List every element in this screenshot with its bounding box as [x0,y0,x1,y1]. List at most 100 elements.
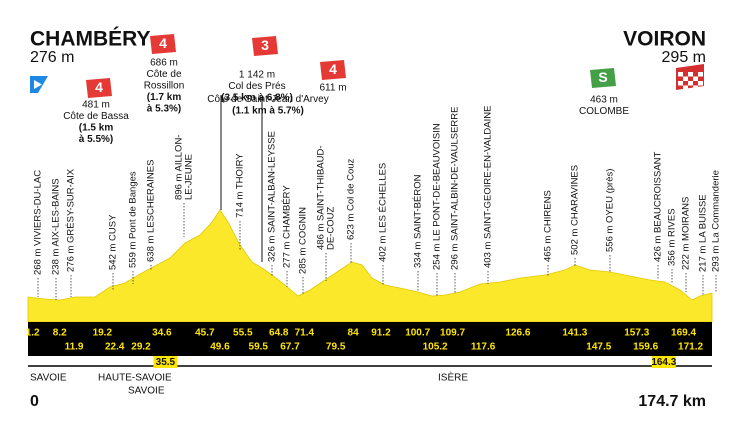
km-label: 171.2 [678,342,703,353]
km-label: 126.6 [505,328,530,339]
km-label: 8.2 [53,328,67,339]
place-label: 254 m LE PONT-DE-BEAUVOISIN [432,123,443,270]
place-label: 542 m CUSY [108,214,119,270]
km-label: 91.2 [371,328,391,339]
km-label: 157.3 [624,328,649,339]
km-box [153,356,178,368]
climb-label: (1.5 km [79,123,114,134]
flag-check [683,85,688,90]
climb-badge [252,36,278,56]
climb-badge [320,60,346,80]
place-label: 465 m CHIRENS [543,190,554,262]
climb-label: (3.5 km à 6.8%) [221,93,293,104]
sprint-text: 463 m [590,95,618,106]
climb-label: Côte de Saint-Jean d'Arvey [207,94,328,105]
km-label: 100.7 [405,328,430,339]
km-label: 34.6 [152,328,172,339]
region: SAVOIE [128,386,165,397]
place-label: LE-JEUNE [184,154,195,200]
climb-label: Col des Prés [228,81,285,92]
place-label: 502 m CHARAVINES [570,165,581,255]
climb-label: 611 m [319,83,346,94]
climb-label: Rossillon [144,81,185,92]
km-label: 79.5 [326,342,346,353]
finish-flag [676,64,704,90]
climb-label: (1.7 km [147,92,182,103]
sprint-badge [590,68,616,88]
place-label: 356 m RIVES [667,208,678,266]
climb-label: 1 142 m [239,70,275,81]
place-label: 714 m THOIRY [235,153,246,218]
finish-name: VOIRON [623,28,706,51]
climb-badge [86,78,112,98]
flag-check [693,76,698,81]
km-label: 105.2 [423,342,448,353]
km-label: 159.6 [633,342,658,353]
climb-label: 481 m [82,100,110,111]
km-label: 117.6 [471,342,496,353]
km-label: 19.2 [93,328,113,339]
climb-label: Côte de [146,69,181,80]
place-label: 296 m SAINT-ALBIN-DE-VAULSERRE [450,107,461,270]
place-label: 623 m Col de Couz [346,158,357,240]
km-label: 22.4 [105,342,125,353]
climb-label: à 5.3%) [147,104,181,115]
climb-category: 3 [261,37,269,53]
km-label: 169.4 [671,328,696,339]
km-label: 164.3 [651,357,676,368]
place-label: 293 m La Commanderie [711,170,722,272]
place-label: 556 m OYEU (près) [605,169,616,252]
finish-altitude: 295 m [662,49,706,66]
elevation-profile [27,209,713,323]
place-label: 896 m AILLON- [174,135,185,200]
region: ISÈRE [438,371,468,384]
place-label: 326 m SAINT-ALBAN-LEYSSE [267,131,278,262]
km-label: 1.2 [26,328,40,339]
flag-check [688,81,693,86]
place-label: DE-COUZ [326,207,337,250]
flag-check [693,85,698,90]
place-label: 285 m COGNIN [298,207,309,274]
sprint-label: S [598,69,607,85]
climb-category: 4 [329,61,337,77]
km-box [651,356,676,368]
km-label: 11.9 [65,342,84,353]
km-bar [28,322,712,356]
sprint-text: COLOMBE [579,106,629,117]
climb-badge [150,34,176,54]
distance-start: 0 [30,393,39,410]
km-label: 59.5 [249,342,269,353]
climb-label: Côte de Bassa [63,111,129,122]
flag-check [698,72,703,77]
place-label: 486 m SAINT-THIBAUD- [316,145,327,250]
start-icon-arrow [34,80,42,89]
km-label: 45.7 [195,328,215,339]
km-label: 147.5 [586,342,611,353]
km-label: 109.7 [440,328,465,339]
km-label: 35.5 [156,357,176,368]
flag-check [678,72,683,77]
place-label: 559 m Pont de Banges [128,171,139,268]
climb-label: (1.1 km à 5.7%) [232,106,304,117]
place-label: 276 m GRÉSY-SUR-AIX [66,168,77,272]
flag-check [683,76,688,81]
climb-category: 4 [159,35,167,51]
start-name: CHAMBÉRY [30,28,151,51]
flag-check [678,81,683,86]
place-label: 426 m BEAUCROISSANT [653,151,664,262]
place-label: 277 m CHAMBÉRY [282,185,293,268]
km-label: 84 [348,328,360,339]
km-label: 49.6 [210,342,230,353]
climb-category: 4 [95,79,103,95]
flag-check [698,81,703,86]
km-label: 71.4 [295,328,315,339]
start-altitude: 276 m [30,49,74,66]
km-label: 29.2 [131,342,151,353]
place-label: 334 m SAINT-BÉRON [413,174,424,268]
place-label: 402 m LES ÉCHELLES [378,163,389,262]
region: HAUTE-SAVOIE [98,373,172,384]
region: SAVOIE [30,373,67,384]
flag-check [688,72,693,77]
climb-label: à 5.5%) [79,134,113,145]
